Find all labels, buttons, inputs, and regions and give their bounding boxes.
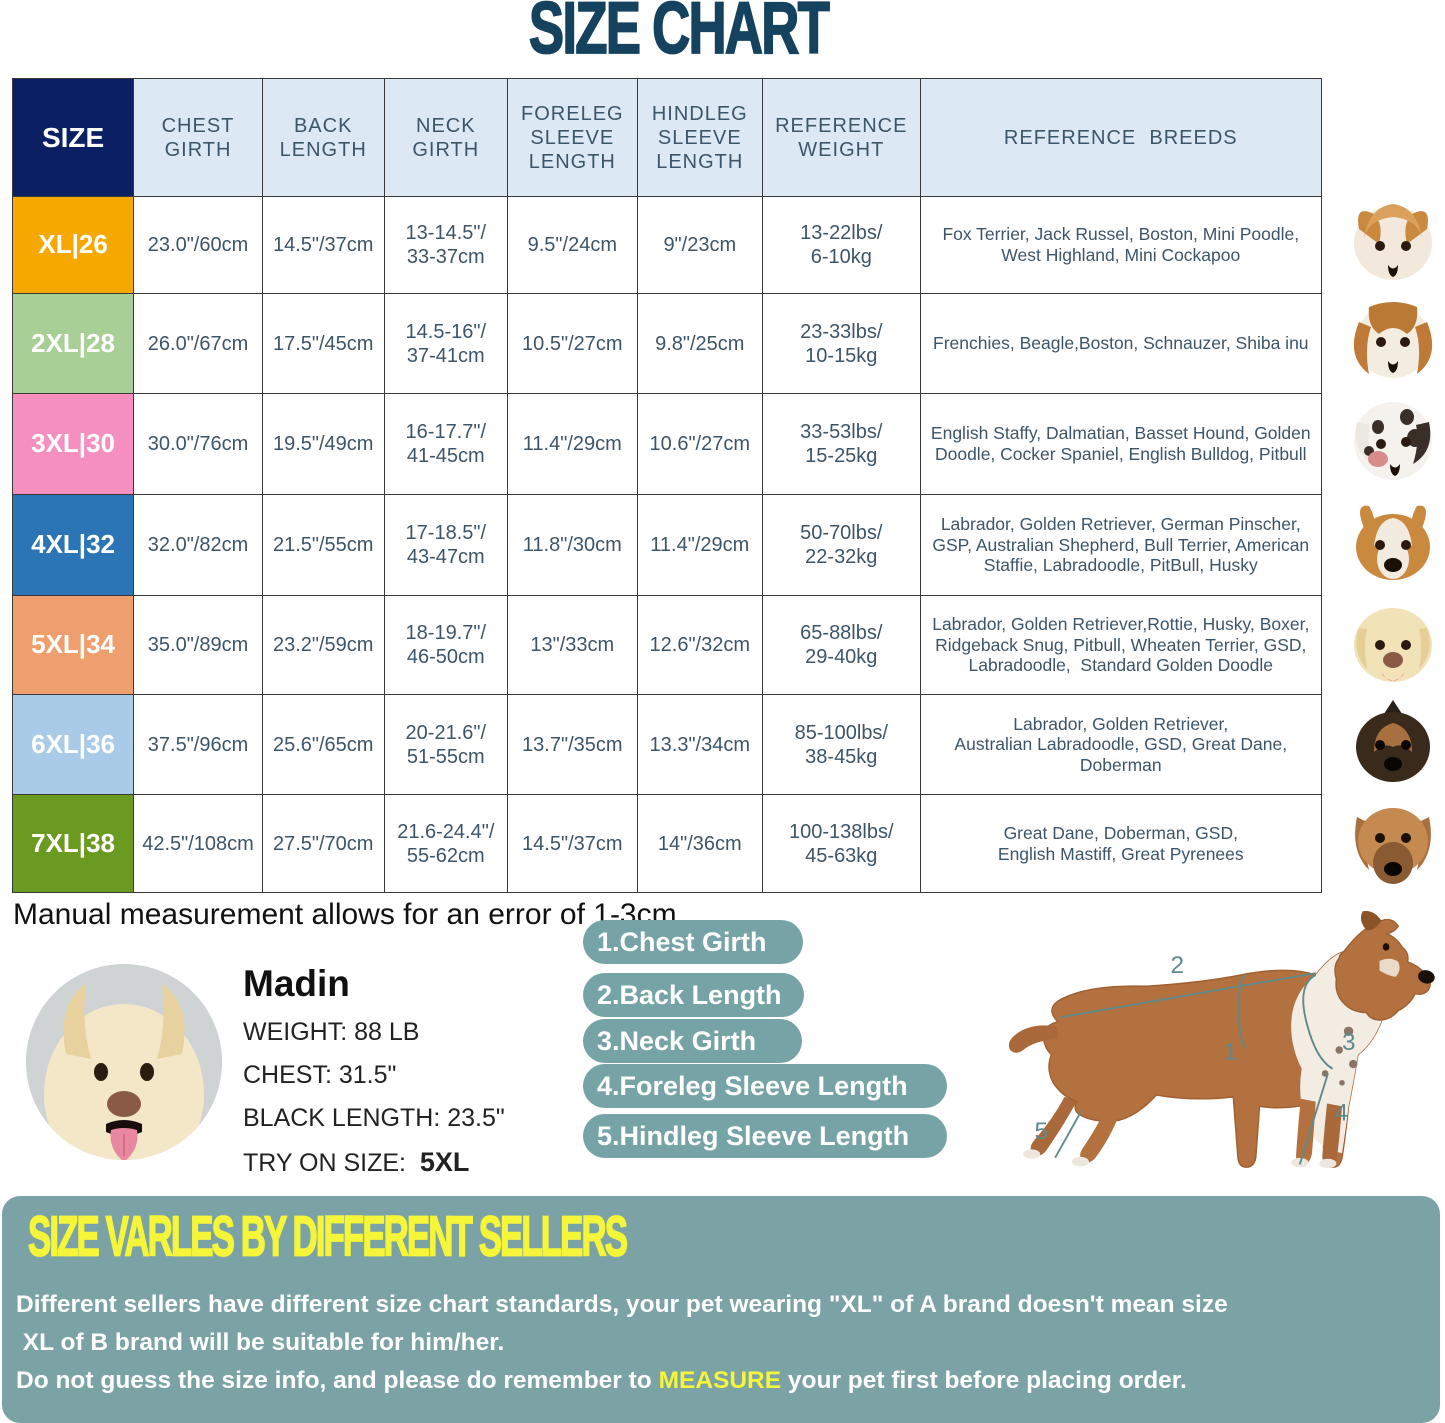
- svg-text:5: 5: [1035, 1118, 1049, 1145]
- svg-text:4: 4: [1335, 1099, 1349, 1126]
- svg-text:3: 3: [1342, 1029, 1356, 1056]
- svg-text:2: 2: [1170, 952, 1184, 979]
- svg-text:1: 1: [1224, 1038, 1238, 1065]
